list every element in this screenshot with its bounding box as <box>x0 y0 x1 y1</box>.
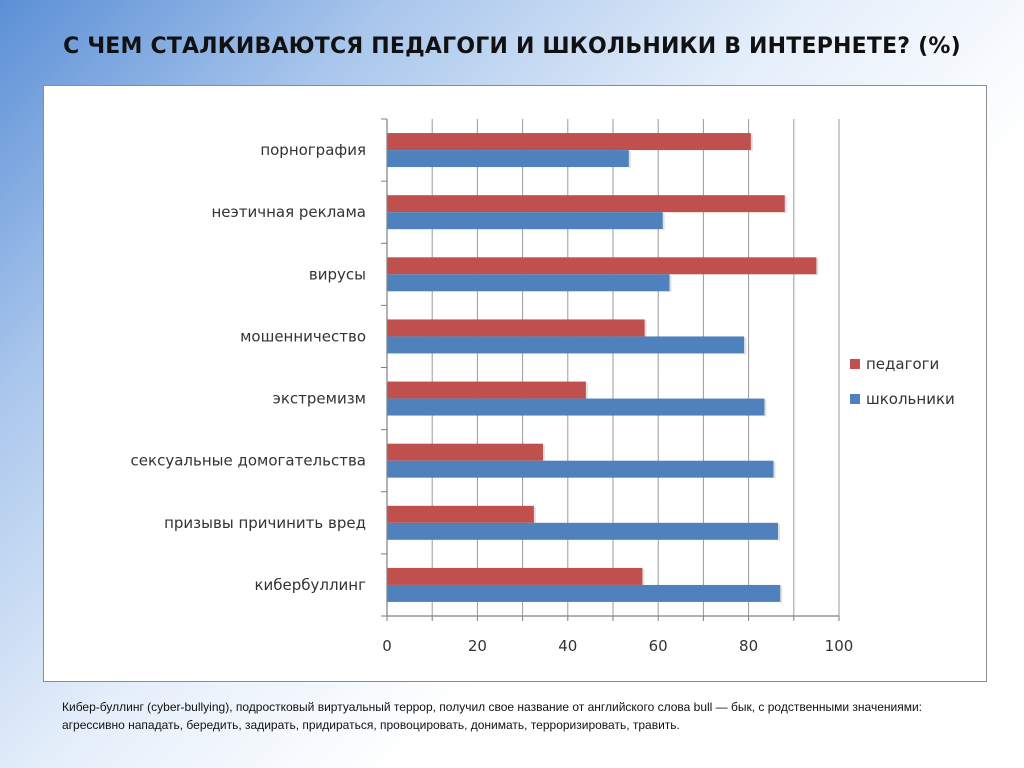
bar-students <box>387 274 670 292</box>
x-tick-labels: 0 20 40 60 80 100 <box>382 637 853 655</box>
bar-shadow <box>662 213 665 231</box>
axes <box>381 118 840 621</box>
bar-shadow <box>777 523 780 541</box>
bar-shadow <box>542 444 545 462</box>
legend-swatch <box>850 394 860 404</box>
bar-shadow <box>669 275 672 293</box>
category-label: неэтичная реклама <box>211 203 366 221</box>
x-tick-label: 40 <box>558 637 577 655</box>
bar-shadow <box>816 258 819 276</box>
category-label: кибербуллинг <box>254 576 366 594</box>
bar-shadow <box>533 506 536 524</box>
bar-shadow <box>644 320 647 338</box>
x-tick-label: 100 <box>825 637 854 655</box>
chart-panel: порнография неэтичная реклама вирусы мошенн… <box>43 85 987 682</box>
x-tick-label: 0 <box>382 637 392 655</box>
bar-shadow <box>744 337 747 355</box>
legend-swatch <box>850 359 860 369</box>
bar-students <box>387 522 778 540</box>
bar-shadow <box>784 196 787 214</box>
bar-students <box>387 212 663 230</box>
category-label: призывы причинить вред <box>164 514 366 532</box>
bar-shadow <box>642 568 645 586</box>
bar-students <box>387 398 765 416</box>
legend: педагоги школьники <box>850 355 955 408</box>
page-title: С ЧЕМ СТАЛКИВАЮТСЯ ПЕДАГОГИ И ШКОЛЬНИКИ … <box>63 34 961 59</box>
category-label: экстремизм <box>273 390 366 408</box>
bar-teachers <box>387 195 785 213</box>
bar-shadow <box>773 461 776 479</box>
bar-students <box>387 150 629 168</box>
bar-teachers <box>387 257 817 275</box>
category-label: мошенничество <box>240 327 366 345</box>
bar-teachers <box>387 381 586 399</box>
bars <box>387 133 819 603</box>
x-tick-label: 20 <box>468 637 487 655</box>
bar-teachers <box>387 443 543 461</box>
category-label: сексуальные домогательства <box>131 452 366 470</box>
caption-text: Кибер-буллинг (cyber-bullying), подростк… <box>62 700 922 732</box>
legend-label: педагоги <box>866 355 939 373</box>
bar-teachers <box>387 567 643 585</box>
bar-students <box>387 584 781 602</box>
x-tick-label: 80 <box>739 637 758 655</box>
x-tick-label: 60 <box>649 637 668 655</box>
bar-shadow <box>585 382 588 400</box>
legend-label: школьники <box>866 390 955 408</box>
bar-teachers <box>387 133 751 151</box>
bar-teachers <box>387 505 534 523</box>
category-labels: порнография неэтичная реклама вирусы мошенн… <box>131 141 367 594</box>
bar-shadow <box>780 585 783 603</box>
bar-shadow <box>764 399 767 417</box>
gridlines <box>431 119 840 616</box>
category-label: порнография <box>260 141 366 159</box>
bar-students <box>387 460 774 478</box>
bar-chart: порнография неэтичная реклама вирусы мошенн… <box>131 118 955 655</box>
bar-students <box>387 336 745 354</box>
bar-teachers <box>387 319 645 337</box>
bar-shadow <box>628 151 631 169</box>
bar-shadow <box>750 134 753 152</box>
category-label: вирусы <box>309 265 366 283</box>
